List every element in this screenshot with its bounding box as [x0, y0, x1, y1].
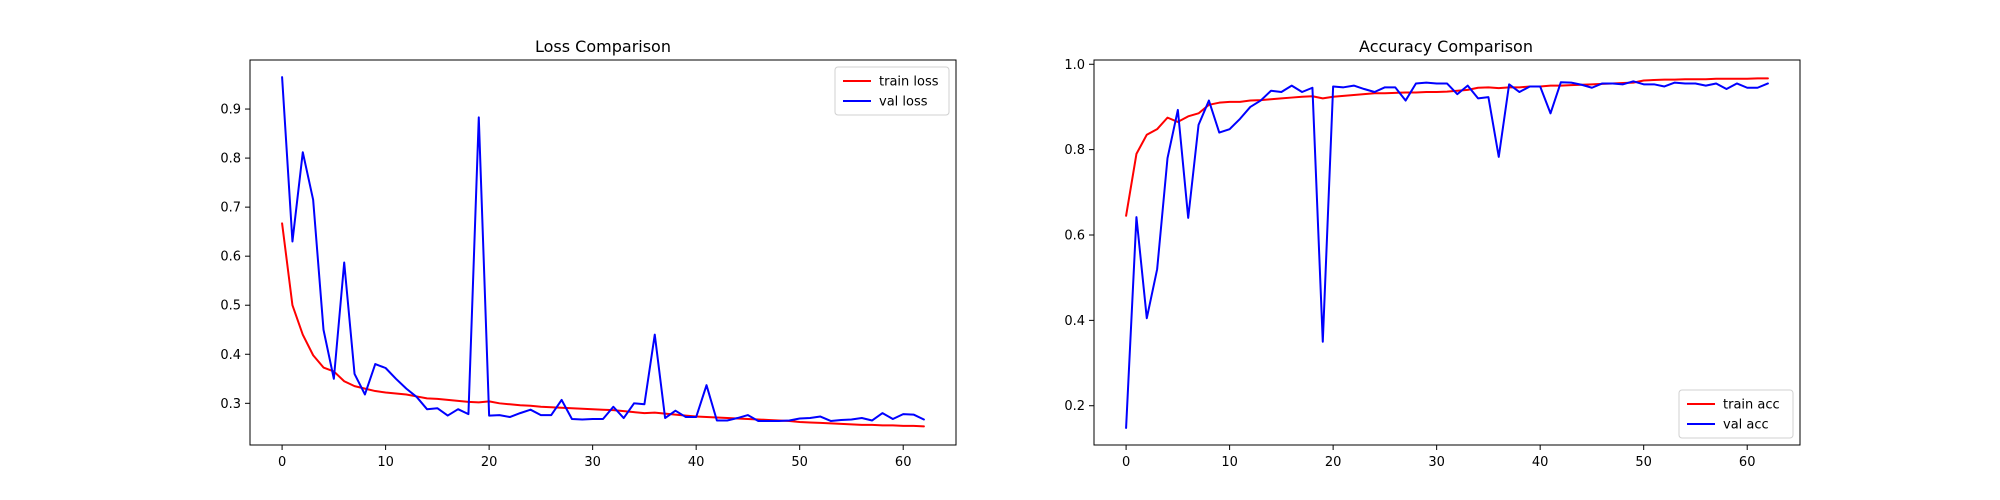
y-tick-label: 0.9 [220, 103, 241, 118]
x-tick-label: 40 [688, 455, 705, 470]
x-tick-label: 0 [278, 455, 286, 470]
x-tick-label: 10 [377, 455, 394, 470]
y-tick-label: 0.8 [1064, 143, 1085, 158]
y-tick-label: 0.4 [1064, 314, 1085, 329]
loss-chart-title: Loss Comparison [535, 37, 671, 56]
accuracy-chart-title: Accuracy Comparison [1359, 37, 1533, 56]
x-tick-label: 20 [1325, 455, 1342, 470]
series-line-val-acc [1125, 80, 1769, 429]
legend-label: val loss [879, 95, 928, 110]
legend-box [834, 66, 950, 116]
x-tick-label: 60 [1739, 455, 1756, 470]
x-tick-label: 10 [1221, 455, 1238, 470]
y-tick-label: 0.6 [1064, 229, 1085, 244]
loss-comparison-axes: Loss Comparison 0 10 20 30 40 50 60 0.3 0.4 0.5 0.… [220, 37, 957, 470]
y-tick-label: 0.6 [220, 250, 241, 265]
y-tick-label: 0.8 [220, 152, 241, 167]
legend: train loss val loss [834, 66, 950, 116]
y-tick-label: 0.4 [220, 348, 241, 363]
legend-box [1678, 389, 1794, 439]
legend: train acc val acc [1678, 389, 1794, 439]
axes-frame [1093, 59, 1801, 446]
x-tick-label: 0 [1122, 455, 1130, 470]
x-tick-label: 20 [481, 455, 498, 470]
y-tick-label: 0.5 [220, 299, 241, 314]
accuracy-comparison-axes: Accuracy Comparison 0 10 20 30 40 50 60 0.2 0.4 0… [1064, 37, 1801, 470]
x-tick-label: 60 [895, 455, 912, 470]
legend-label: train acc [1723, 398, 1780, 413]
series-line-train-loss [281, 222, 925, 428]
x-tick-label: 30 [1428, 455, 1445, 470]
x-tick-label: 50 [791, 455, 808, 470]
series-line-train-acc [1125, 77, 1769, 217]
x-tick-label: 50 [1635, 455, 1652, 470]
x-tick-label: 30 [584, 455, 601, 470]
y-tick-label: 0.7 [220, 201, 241, 216]
legend-label: val acc [1723, 418, 1769, 433]
y-tick-label: 1.0 [1064, 58, 1085, 73]
y-tick-label: 0.2 [1064, 399, 1085, 414]
legend-label: train loss [879, 75, 939, 90]
x-tick-label: 40 [1532, 455, 1549, 470]
y-tick-label: 0.3 [220, 397, 241, 412]
axes-frame [249, 59, 957, 446]
series-line-val-loss [281, 76, 925, 422]
